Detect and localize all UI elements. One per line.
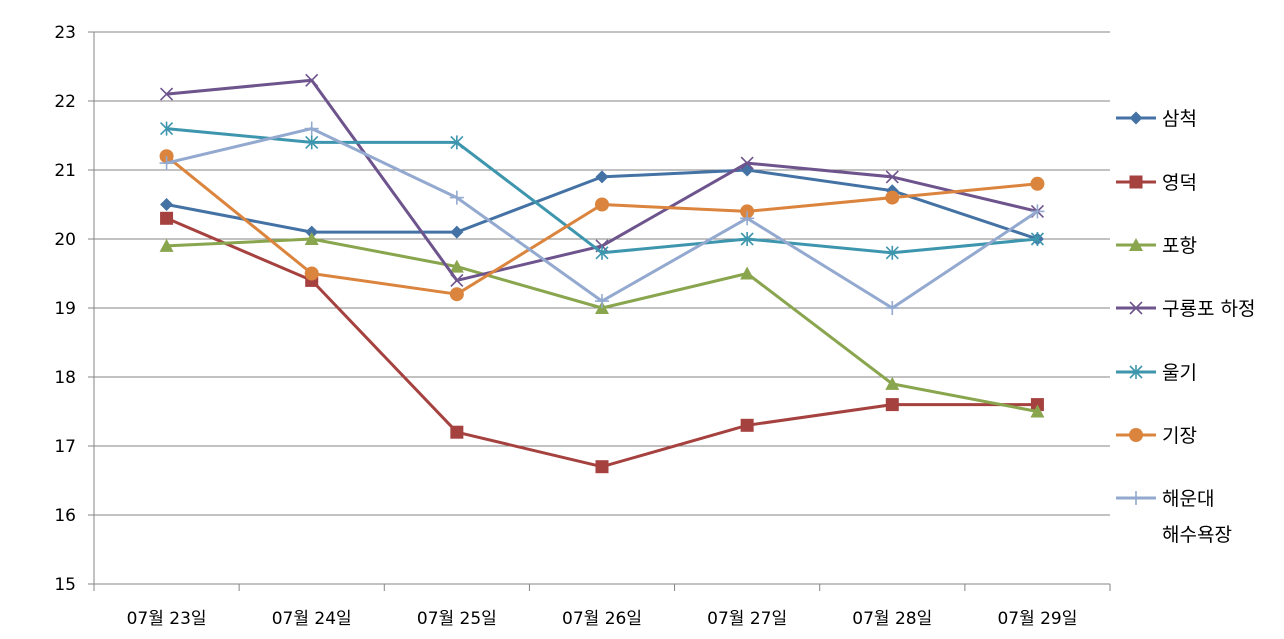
data-point <box>885 398 899 412</box>
y-tick-label: 18 <box>54 368 76 388</box>
data-point <box>1129 365 1143 379</box>
data-point <box>885 190 900 205</box>
data-point <box>159 156 174 171</box>
data-point <box>1129 301 1143 315</box>
legend-label: 울기 <box>1162 362 1197 384</box>
data-point <box>1129 175 1143 189</box>
data-point <box>305 73 319 87</box>
data-point <box>160 198 174 211</box>
y-tick-label: 23 <box>54 23 76 43</box>
x-tick-label: 07월 25일 <box>417 609 497 629</box>
legend-label: 기장 <box>1162 425 1197 447</box>
data-point <box>449 190 464 205</box>
data-point <box>740 266 755 280</box>
marker-stroke <box>885 170 899 184</box>
series-5 <box>160 121 1044 260</box>
data-point <box>450 225 464 239</box>
series-line <box>166 127 1039 310</box>
data-point <box>595 294 609 309</box>
y-axis-tick-labels: 15 16 17 18 19 20 21 22 23 <box>54 23 76 595</box>
grid-lines <box>94 31 1110 516</box>
data-point <box>1129 491 1143 505</box>
data-point <box>1129 428 1143 442</box>
axes <box>88 31 1111 591</box>
x-tick-label: 07월 29일 <box>997 609 1077 629</box>
series-line <box>166 237 1038 413</box>
x-tick-label: 07월 24일 <box>272 609 352 629</box>
x-tick-label: 07월 28일 <box>852 609 932 629</box>
data-point <box>1030 232 1044 246</box>
data-point <box>449 259 464 273</box>
y-tick-label: 15 <box>54 575 76 595</box>
legend-item-2: 영덕 <box>1116 172 1197 194</box>
data-point <box>304 232 319 245</box>
data-point <box>885 170 899 184</box>
legend-item-1: 삼척 <box>1116 108 1197 130</box>
data-point <box>450 425 464 439</box>
legend-label: 포항 <box>1162 235 1197 257</box>
data-point <box>305 135 319 150</box>
data-point <box>740 418 754 432</box>
data-point <box>449 287 464 302</box>
marker-stroke <box>1129 301 1143 315</box>
marker-stroke <box>740 156 754 170</box>
data-point <box>160 87 174 101</box>
x-tick-label: 07월 26일 <box>562 609 642 629</box>
data-point <box>885 245 899 260</box>
legend-label: 영덕 <box>1162 172 1197 194</box>
series-7 <box>159 121 1045 315</box>
series-3 <box>159 232 1045 418</box>
marker-stroke <box>160 87 174 101</box>
data-point <box>740 156 754 170</box>
y-tick-label: 17 <box>54 437 76 457</box>
data-point <box>304 266 319 281</box>
legend-label: 구룡포 하정 <box>1162 298 1255 320</box>
series-group <box>159 73 1045 474</box>
data-point <box>885 376 900 390</box>
legend-item-6: 기장 <box>1116 425 1197 447</box>
marker-stroke <box>450 273 464 287</box>
data-point <box>1030 204 1045 219</box>
data-point <box>160 211 174 225</box>
marker-stroke <box>305 73 319 87</box>
y-tick-label: 19 <box>54 299 76 319</box>
data-point <box>1129 238 1143 251</box>
data-point <box>885 301 900 315</box>
x-axis-tick-labels: 07월 23일 07월 24일 07월 25일 07월 26일 07월 27일 07월 2… <box>127 609 1078 629</box>
y-tick-label: 16 <box>54 506 76 526</box>
x-tick-label: 07월 27일 <box>707 609 787 629</box>
legend-label: 해수욕장 <box>1162 524 1232 546</box>
legend-item-4: 구룡포 하정 <box>1116 298 1255 320</box>
data-point <box>1030 176 1045 191</box>
data-point <box>740 211 755 226</box>
data-point <box>595 170 609 184</box>
legend-item-3: 포항 <box>1116 235 1197 257</box>
data-point <box>159 238 174 252</box>
x-tick-label: 07월 23일 <box>127 609 207 629</box>
legend-label: 삼척 <box>1162 108 1197 130</box>
y-tick-label: 21 <box>54 161 76 181</box>
data-point <box>1129 111 1143 125</box>
data-point <box>450 135 464 150</box>
data-point <box>304 121 319 136</box>
data-point <box>450 273 464 287</box>
data-point <box>595 245 609 260</box>
data-point <box>740 232 754 246</box>
data-point <box>595 460 609 474</box>
data-point <box>595 197 609 212</box>
y-tick-label: 20 <box>54 230 76 250</box>
legend-item-5: 울기 <box>1116 362 1197 384</box>
data-point <box>1030 404 1045 418</box>
series-line <box>166 127 1038 255</box>
data-point <box>160 121 174 136</box>
y-tick-label: 22 <box>54 92 76 112</box>
legend-label: 해운대 <box>1162 488 1214 510</box>
